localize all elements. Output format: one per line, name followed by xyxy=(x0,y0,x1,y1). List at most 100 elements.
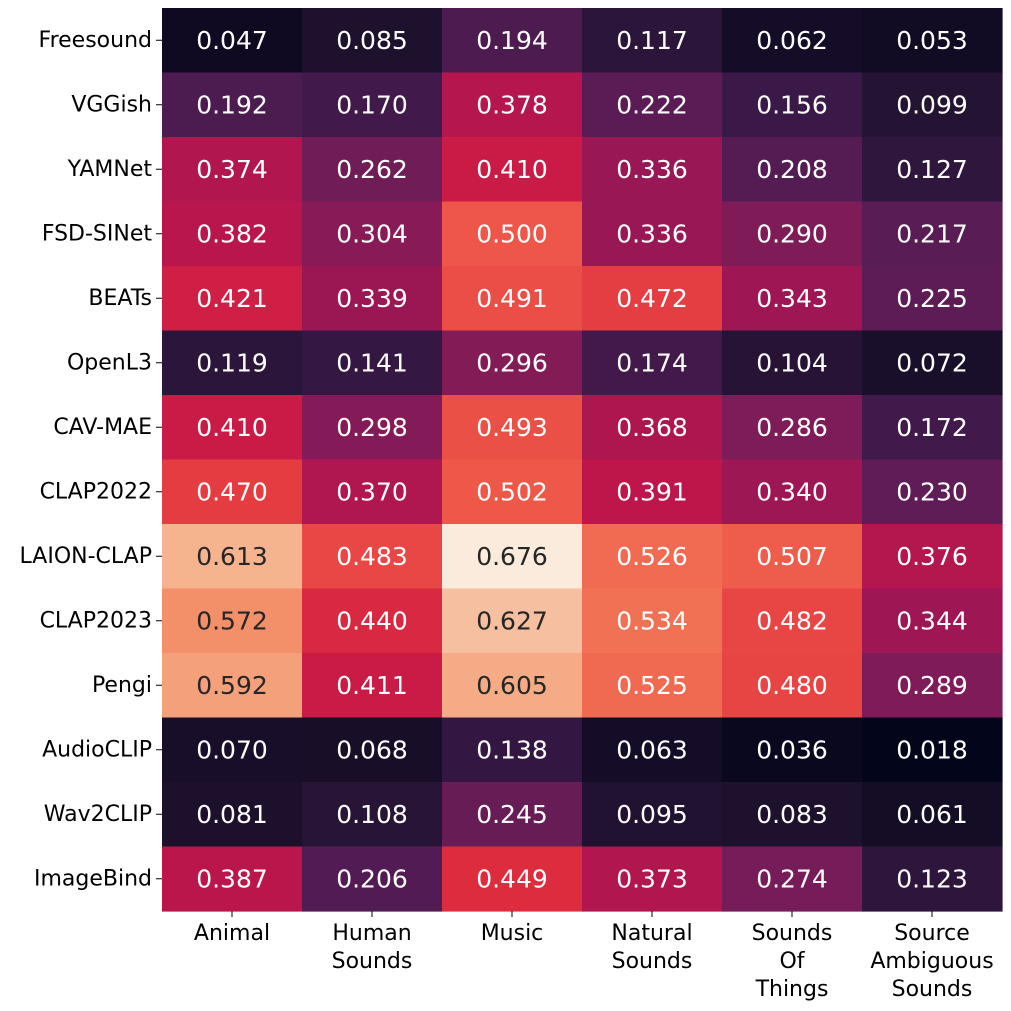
cell-value-label: 0.192 xyxy=(196,90,268,119)
column-label: Human Sounds xyxy=(332,921,413,974)
cell-value-label: 0.286 xyxy=(756,413,828,442)
cell-value-label: 0.374 xyxy=(196,155,268,184)
row-label: OpenL3 xyxy=(67,350,152,375)
cell-value-label: 0.289 xyxy=(896,671,968,700)
heatmap-cell xyxy=(582,330,723,396)
cell-value-label: 0.526 xyxy=(616,542,688,571)
column-label: Sounds Of Things xyxy=(752,921,833,1002)
heatmap-cell xyxy=(442,524,583,590)
row-label: ImageBind xyxy=(34,866,152,891)
heatmap-cell xyxy=(162,653,303,719)
cell-value-label: 0.410 xyxy=(476,155,548,184)
cell-value-label: 0.410 xyxy=(196,413,268,442)
heatmap-cell xyxy=(442,72,583,138)
cell-value-label: 0.117 xyxy=(616,26,688,55)
heatmap-cell xyxy=(722,588,863,654)
cell-value-label: 0.344 xyxy=(896,606,968,635)
cell-value-label: 0.068 xyxy=(336,735,408,764)
heatmap-cell xyxy=(442,201,583,267)
cell-value-label: 0.119 xyxy=(196,348,268,377)
cell-value-label: 0.421 xyxy=(196,284,268,313)
cell-value-label: 0.262 xyxy=(336,155,408,184)
cell-value-label: 0.156 xyxy=(756,90,828,119)
heatmap-cell xyxy=(442,846,583,912)
cell-value-label: 0.387 xyxy=(196,864,268,893)
heatmap-cell xyxy=(162,266,303,332)
heatmap-cell xyxy=(442,266,583,332)
cell-value-label: 0.336 xyxy=(616,219,688,248)
heatmap-cell xyxy=(582,782,723,848)
heatmap-cell xyxy=(862,846,1003,912)
heatmap-cell xyxy=(582,653,723,719)
column-label: Animal xyxy=(194,921,270,946)
cell-value-label: 0.170 xyxy=(336,90,408,119)
cell-value-label: 0.274 xyxy=(756,864,828,893)
heatmap-cell xyxy=(162,395,303,461)
heatmap-cell xyxy=(582,201,723,267)
cell-value-label: 0.483 xyxy=(336,542,408,571)
cell-value-label: 0.336 xyxy=(616,155,688,184)
heatmap-cell xyxy=(722,201,863,267)
heatmap-cell xyxy=(162,717,303,783)
heatmap-cell xyxy=(862,137,1003,203)
row-label: CAV-MAE xyxy=(53,415,152,440)
heatmap-cell xyxy=(582,524,723,590)
heatmap-cell xyxy=(162,137,303,203)
heatmap-cell xyxy=(302,8,443,74)
cell-value-label: 0.534 xyxy=(616,606,688,635)
cell-value-label: 0.083 xyxy=(756,800,828,829)
cell-value-label: 0.104 xyxy=(756,348,828,377)
cell-value-label: 0.194 xyxy=(476,26,548,55)
cell-value-label: 0.018 xyxy=(896,735,968,764)
heatmap-cell xyxy=(302,717,443,783)
heatmap-cell xyxy=(722,137,863,203)
cell-value-label: 0.099 xyxy=(896,90,968,119)
heatmap-cell xyxy=(722,524,863,590)
heatmap-cell xyxy=(442,588,583,654)
heatmap-cell xyxy=(722,653,863,719)
row-label: LAION-CLAP xyxy=(20,544,152,569)
cell-value-label: 0.627 xyxy=(476,606,548,635)
heatmap-cell xyxy=(162,72,303,138)
heatmap-cells: 0.047 0.085 0.194 0.117 0.062 0.053 0.192 0.170… xyxy=(162,8,1003,912)
row-label: Wav2CLIP xyxy=(44,802,152,827)
heatmap-cell xyxy=(582,717,723,783)
cell-value-label: 0.482 xyxy=(756,606,828,635)
cell-value-label: 0.507 xyxy=(756,542,828,571)
cell-value-label: 0.449 xyxy=(476,864,548,893)
cell-value-label: 0.296 xyxy=(476,348,548,377)
heatmap-cell xyxy=(302,330,443,396)
heatmap-cell xyxy=(442,782,583,848)
cell-value-label: 0.491 xyxy=(476,284,548,313)
cell-value-label: 0.340 xyxy=(756,477,828,506)
column-label: Natural Sounds xyxy=(611,921,692,974)
cell-value-label: 0.472 xyxy=(616,284,688,313)
heatmap-cell xyxy=(162,588,303,654)
cell-value-label: 0.676 xyxy=(476,542,548,571)
row-label: Pengi xyxy=(92,673,152,698)
cell-value-label: 0.061 xyxy=(896,800,968,829)
cell-value-label: 0.572 xyxy=(196,606,268,635)
heatmap-cell xyxy=(862,653,1003,719)
row-label: VGGish xyxy=(71,92,152,117)
heatmap-cell xyxy=(302,782,443,848)
cell-value-label: 0.592 xyxy=(196,671,268,700)
column-label: Music xyxy=(481,921,544,946)
heatmap-cell xyxy=(722,8,863,74)
cell-value-label: 0.376 xyxy=(896,542,968,571)
cell-value-label: 0.208 xyxy=(756,155,828,184)
cell-value-label: 0.290 xyxy=(756,219,828,248)
cell-value-label: 0.062 xyxy=(756,26,828,55)
heatmap-cell xyxy=(862,588,1003,654)
heatmap-cell xyxy=(722,717,863,783)
cell-value-label: 0.373 xyxy=(616,864,688,893)
cell-value-label: 0.036 xyxy=(756,735,828,764)
cell-value-label: 0.343 xyxy=(756,284,828,313)
heatmap-cell xyxy=(302,201,443,267)
heatmap-cell xyxy=(442,459,583,525)
cell-value-label: 0.298 xyxy=(336,413,408,442)
heatmap-cell xyxy=(582,395,723,461)
heatmap-cell xyxy=(162,459,303,525)
cell-value-label: 0.391 xyxy=(616,477,688,506)
